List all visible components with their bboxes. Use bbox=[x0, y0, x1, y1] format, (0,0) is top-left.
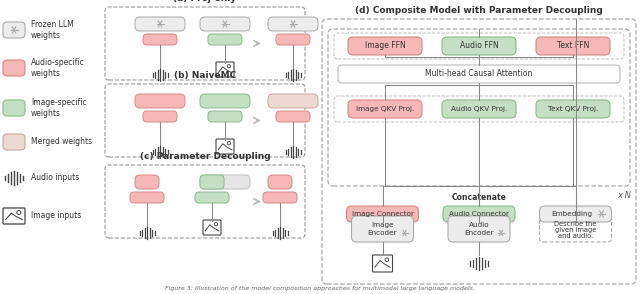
Text: (c) Parameter Decoupling: (c) Parameter Decoupling bbox=[140, 152, 270, 161]
FancyBboxPatch shape bbox=[372, 255, 392, 272]
Text: Concatenate: Concatenate bbox=[452, 193, 506, 203]
Text: Image FFN: Image FFN bbox=[365, 41, 405, 51]
Text: and audio.: and audio. bbox=[558, 233, 593, 239]
FancyBboxPatch shape bbox=[200, 17, 250, 31]
Text: Audio: Audio bbox=[468, 222, 490, 228]
Text: x N: x N bbox=[617, 191, 631, 201]
FancyBboxPatch shape bbox=[143, 34, 177, 45]
Text: (d) Composite Model with Parameter Decoupling: (d) Composite Model with Parameter Decou… bbox=[355, 6, 603, 15]
FancyBboxPatch shape bbox=[442, 37, 516, 55]
FancyBboxPatch shape bbox=[216, 139, 234, 154]
FancyBboxPatch shape bbox=[276, 34, 310, 45]
FancyBboxPatch shape bbox=[3, 208, 25, 224]
FancyBboxPatch shape bbox=[346, 206, 419, 222]
FancyBboxPatch shape bbox=[3, 134, 25, 150]
Text: Frozen LLM
weights: Frozen LLM weights bbox=[31, 20, 74, 40]
FancyBboxPatch shape bbox=[216, 62, 234, 77]
FancyBboxPatch shape bbox=[348, 100, 422, 118]
Text: Text FFN: Text FFN bbox=[557, 41, 589, 51]
Text: Figure 3: Illustration of the model composition approaches for multimodal large : Figure 3: Illustration of the model comp… bbox=[165, 286, 475, 291]
FancyBboxPatch shape bbox=[263, 192, 297, 203]
FancyBboxPatch shape bbox=[3, 22, 25, 38]
Text: Embedding: Embedding bbox=[551, 211, 592, 217]
Text: Encoder: Encoder bbox=[464, 230, 494, 236]
FancyBboxPatch shape bbox=[540, 206, 611, 222]
FancyBboxPatch shape bbox=[448, 216, 510, 242]
FancyBboxPatch shape bbox=[135, 175, 159, 189]
Text: Merged weights: Merged weights bbox=[31, 138, 92, 146]
FancyBboxPatch shape bbox=[135, 94, 185, 108]
Text: Multi-head Causal Attention: Multi-head Causal Attention bbox=[426, 69, 532, 78]
FancyBboxPatch shape bbox=[200, 175, 250, 189]
FancyBboxPatch shape bbox=[130, 192, 164, 203]
Text: (b) NaiveMC: (b) NaiveMC bbox=[174, 71, 236, 80]
Text: Audio FFN: Audio FFN bbox=[460, 41, 499, 51]
FancyBboxPatch shape bbox=[208, 34, 242, 45]
FancyBboxPatch shape bbox=[135, 17, 185, 31]
Text: Image-specific
weights: Image-specific weights bbox=[31, 98, 86, 118]
FancyBboxPatch shape bbox=[442, 100, 516, 118]
FancyBboxPatch shape bbox=[268, 175, 292, 189]
FancyBboxPatch shape bbox=[200, 175, 224, 189]
Text: Image QKV Proj.: Image QKV Proj. bbox=[356, 106, 414, 112]
FancyBboxPatch shape bbox=[268, 17, 318, 31]
FancyBboxPatch shape bbox=[536, 100, 610, 118]
Text: Text QKV Proj.: Text QKV Proj. bbox=[548, 106, 598, 112]
Text: (a) Proj-only: (a) Proj-only bbox=[173, 0, 237, 3]
Text: Audio-specific
weights: Audio-specific weights bbox=[31, 58, 84, 78]
FancyBboxPatch shape bbox=[143, 111, 177, 122]
Text: Audio inputs: Audio inputs bbox=[31, 173, 79, 183]
FancyBboxPatch shape bbox=[195, 192, 229, 203]
FancyBboxPatch shape bbox=[3, 60, 25, 76]
FancyBboxPatch shape bbox=[351, 216, 413, 242]
FancyBboxPatch shape bbox=[536, 37, 610, 55]
Text: Image inputs: Image inputs bbox=[31, 211, 81, 220]
Text: Image: Image bbox=[371, 222, 394, 228]
FancyBboxPatch shape bbox=[276, 111, 310, 122]
Text: Describe the: Describe the bbox=[554, 221, 596, 227]
FancyBboxPatch shape bbox=[338, 65, 620, 83]
Text: Audio QKV Proj.: Audio QKV Proj. bbox=[451, 106, 507, 112]
Text: given image: given image bbox=[555, 227, 596, 233]
FancyBboxPatch shape bbox=[208, 111, 242, 122]
FancyBboxPatch shape bbox=[200, 94, 250, 108]
FancyBboxPatch shape bbox=[443, 206, 515, 222]
FancyBboxPatch shape bbox=[268, 94, 318, 108]
Text: Audio Connector: Audio Connector bbox=[449, 211, 509, 217]
Text: Image Connector: Image Connector bbox=[351, 211, 413, 217]
FancyBboxPatch shape bbox=[348, 37, 422, 55]
FancyBboxPatch shape bbox=[203, 220, 221, 235]
Text: Encoder: Encoder bbox=[368, 230, 397, 236]
FancyBboxPatch shape bbox=[3, 100, 25, 116]
